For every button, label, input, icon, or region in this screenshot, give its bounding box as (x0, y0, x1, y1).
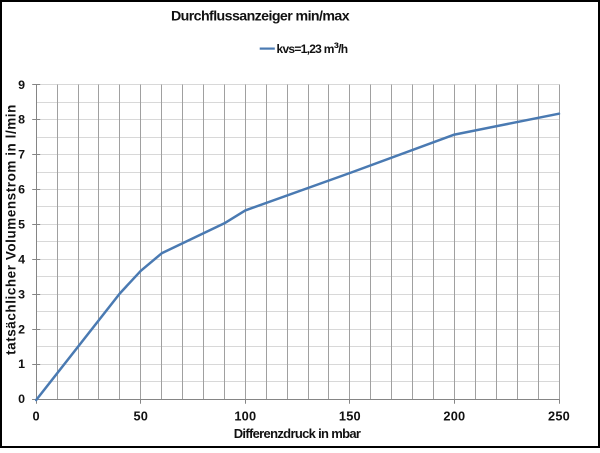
svg-text:150: 150 (339, 409, 361, 424)
svg-text:9: 9 (18, 78, 25, 92)
svg-text:2: 2 (18, 322, 25, 336)
svg-text:Differenzdruck in mbar: Differenzdruck in mbar (234, 426, 361, 441)
svg-text:200: 200 (443, 409, 465, 424)
svg-text:50: 50 (133, 409, 148, 424)
svg-text:7: 7 (18, 148, 25, 162)
svg-text:0: 0 (33, 409, 40, 424)
svg-text:3: 3 (18, 287, 25, 301)
svg-text:4: 4 (18, 252, 25, 266)
svg-text:5: 5 (18, 218, 25, 232)
svg-text:Durchflussanzeiger min/max: Durchflussanzeiger min/max (171, 9, 350, 25)
svg-text:1: 1 (18, 357, 25, 371)
svg-text:100: 100 (234, 409, 256, 424)
svg-text:250: 250 (548, 409, 570, 424)
svg-text:6: 6 (18, 183, 25, 197)
svg-text:8: 8 (18, 113, 25, 127)
svg-text:0: 0 (18, 392, 25, 406)
svg-text:kvs=1,23 m³/h: kvs=1,23 m³/h (277, 40, 348, 57)
svg-text:tatsächlicher Volumenstrom in: tatsächlicher Volumenstrom in l/min (4, 104, 19, 355)
